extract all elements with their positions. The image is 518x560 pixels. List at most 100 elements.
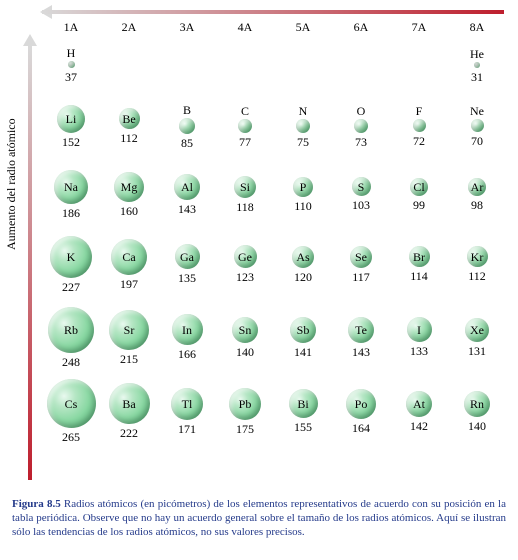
atomic-radius: 117 (352, 271, 370, 283)
figure-caption: Figura 8.5 Radios atómicos (en picómetro… (12, 498, 506, 539)
atomic-radius: 186 (62, 207, 80, 219)
atom-sphere (296, 119, 310, 133)
element-cell: H37 (42, 38, 100, 92)
element-cell: Te143 (332, 300, 390, 374)
atom-sphere: At (406, 391, 432, 417)
element-cell: At 142 (390, 374, 448, 448)
element-symbol: Te (355, 324, 367, 336)
element-symbol: Sn (239, 324, 252, 336)
atom-sphere (471, 119, 484, 132)
element-cell: S103 (332, 160, 390, 228)
element-symbol: Cl (413, 181, 424, 193)
atom-sphere: Se (350, 246, 372, 268)
atom-sphere: Ga (175, 244, 200, 269)
element-symbol: Bi (297, 398, 308, 410)
atom-sphere: Br (409, 246, 430, 267)
atomic-radius: 135 (178, 272, 196, 284)
atom-sphere: Ca (111, 239, 147, 275)
group-heading: 7A (390, 20, 448, 36)
atom-sphere (354, 119, 368, 133)
atom-sphere: S (352, 177, 371, 196)
atom-sphere: Be (119, 108, 140, 129)
atomic-radius: 155 (294, 421, 312, 433)
element-cell: I133 (390, 300, 448, 374)
group-heading: 3A (158, 20, 216, 36)
element-cell: Na 186 (42, 160, 100, 228)
atom-sphere: Rn (464, 391, 490, 417)
element-symbol: At (413, 398, 425, 410)
element-symbol: In (182, 324, 192, 336)
atomic-radius: 98 (471, 199, 483, 211)
atom-sphere: Na (54, 170, 88, 204)
element-symbol: H (67, 47, 76, 59)
left-arrow (24, 36, 36, 480)
element-cell: Ca 197 (100, 228, 158, 300)
element-symbol: Tl (182, 398, 193, 410)
element-symbol: Xe (470, 324, 484, 336)
element-symbol: Sr (124, 324, 135, 336)
atom-sphere: Sb (290, 317, 316, 343)
element-symbol: Sb (297, 324, 310, 336)
element-cell: F72 (390, 92, 448, 160)
atom-sphere: Te (348, 317, 374, 343)
element-cell: Sn 140 (216, 300, 274, 374)
atomic-radius: 222 (120, 427, 138, 439)
atomic-radius: 120 (294, 271, 312, 283)
element-cell: Al143 (158, 160, 216, 228)
element-symbol: P (300, 181, 307, 193)
top-arrow (42, 6, 514, 18)
atomic-radius: 164 (352, 422, 370, 434)
atomic-radius: 141 (294, 346, 312, 358)
element-symbol: K (67, 251, 76, 263)
element-symbol: Ba (122, 398, 135, 410)
atomic-radius: 227 (62, 281, 80, 293)
atom-sphere: Ge (234, 245, 257, 268)
atomic-radius: 166 (178, 348, 196, 360)
atomic-radius: 99 (413, 199, 425, 211)
atom-sphere: Tl (171, 388, 203, 420)
atomic-radius: 112 (468, 270, 486, 282)
element-symbol: S (358, 181, 365, 193)
atom-sphere: Cs (47, 379, 96, 428)
element-cell: Ge123 (216, 228, 274, 300)
element-symbol: B (183, 104, 191, 116)
atomic-radius: 175 (236, 423, 254, 435)
element-cell: Si118 (216, 160, 274, 228)
atomic-radius: 140 (236, 346, 254, 358)
atom-sphere: P (293, 177, 313, 197)
atomic-radius: 171 (178, 423, 196, 435)
element-symbol: Al (181, 181, 193, 193)
element-symbol: As (296, 251, 309, 263)
element-symbol: Ca (122, 251, 135, 263)
group-heading: 2A (100, 20, 158, 36)
element-cell: Xe 131 (448, 300, 506, 374)
element-symbol: Ar (471, 181, 484, 193)
element-cell: N75 (274, 92, 332, 160)
element-symbol: Se (355, 251, 367, 263)
atomic-radius: 142 (410, 420, 428, 432)
element-symbol: Be (122, 113, 135, 125)
atom-sphere: Pb (229, 388, 261, 420)
figure-number: Figura 8.5 (12, 498, 61, 510)
top-axis-label: Aumento del radio atómico (42, 0, 514, 3)
group-heading: 6A (332, 20, 390, 36)
element-symbol: Br (413, 251, 425, 263)
element-cell: Se 117 (332, 228, 390, 300)
atomic-radius: 248 (62, 356, 80, 368)
atom-sphere: Rb (48, 307, 94, 353)
atomic-radius: 112 (120, 132, 138, 144)
atomic-radius: 133 (410, 345, 428, 357)
element-symbol: N (299, 105, 308, 117)
element-cell: Tl 171 (158, 374, 216, 448)
atomic-radius: 197 (120, 278, 138, 290)
atomic-radius: 131 (468, 345, 486, 357)
atom-sphere: Cl (410, 178, 428, 196)
atom-sphere: Sn (232, 317, 258, 343)
element-cell: Ba 222 (100, 374, 158, 448)
group-heading: 1A (42, 20, 100, 36)
element-cell: Kr112 (448, 228, 506, 300)
element-symbol: Ga (180, 251, 194, 263)
atom-sphere: K (50, 236, 92, 278)
element-symbol: Rb (64, 324, 78, 336)
element-symbol: He (470, 48, 484, 60)
